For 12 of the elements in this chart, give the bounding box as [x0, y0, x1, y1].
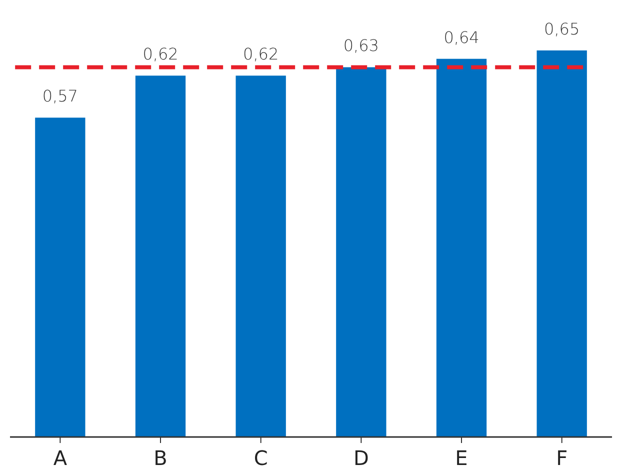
- x-tick-label: C: [254, 446, 268, 470]
- data-label: 0,57: [42, 86, 78, 106]
- x-tick-label: E: [455, 446, 468, 470]
- x-tick-label: B: [154, 446, 168, 470]
- data-label: 0,62: [142, 44, 178, 64]
- x-tick-label: F: [556, 446, 568, 470]
- data-label: 0,65: [544, 19, 580, 38]
- x-tick-label: D: [353, 446, 369, 470]
- data-label: 0,64: [444, 28, 480, 47]
- data-label: 0,63: [343, 36, 379, 56]
- x-tick-label: A: [53, 446, 68, 470]
- data-label: 0,62: [243, 44, 279, 64]
